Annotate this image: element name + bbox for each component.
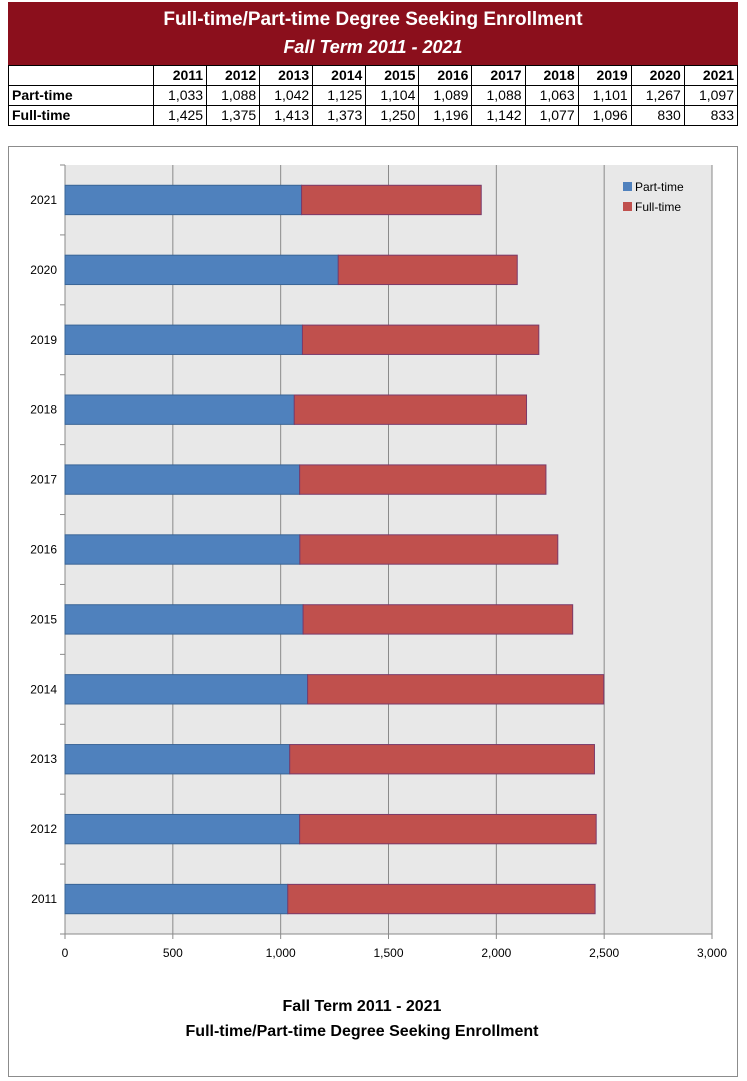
chart-frame: 2011 2012 2013 2014 2015 2016 2017 2018 2019 2020…: [8, 146, 738, 1077]
bar-full-time-2011: [287, 883, 596, 915]
table-cell: 1,125: [312, 85, 367, 106]
bar-full-time-2016: [299, 534, 559, 565]
y-tick-label: 2012: [30, 822, 57, 836]
report-header: Full-time/Part-time Degree Seeking Enrol…: [8, 2, 738, 65]
table-cell: 1,425: [152, 105, 208, 126]
table-row: Part-time 1,033 1,088 1,042 1,125 1,104 …: [8, 85, 739, 106]
y-tick-label: 2019: [30, 333, 57, 347]
table-cell: 1,097: [683, 85, 739, 106]
legend-swatch: [623, 182, 632, 191]
y-tick-label: 2013: [30, 752, 57, 766]
bar-part-time-2012: [64, 813, 301, 845]
bar-full-time-2019: [301, 324, 540, 355]
table-header-cell: 2017: [471, 65, 526, 86]
table-cell: 1,088: [206, 85, 261, 106]
table-cell: 1,104: [365, 85, 420, 106]
table-header-cell: 2016: [418, 65, 473, 86]
table-cell: 1,077: [524, 105, 579, 126]
table-cell: 1,033: [152, 85, 208, 106]
y-tick-label: 2011: [31, 892, 57, 906]
table-cell: 1,413: [259, 105, 314, 126]
table-header-cell: 2020: [630, 65, 685, 86]
table-cell: 1,250: [365, 105, 420, 126]
y-tick-label: 2015: [30, 612, 57, 626]
bar-full-time-2012: [299, 813, 597, 845]
table-cell: 1,089: [418, 85, 473, 106]
table-cell: 830: [630, 105, 685, 126]
x-tick-label: 2,000: [481, 946, 511, 960]
x-tick-label: 2,500: [589, 946, 619, 960]
enrollment-bar-chart: 2011 2012 2013 2014 2015 2016 2017 2018 2019 2020…: [30, 164, 727, 1040]
bar-part-time-2014: [64, 674, 309, 705]
table-cell: 833: [683, 105, 739, 126]
bar-full-time-2014: [307, 674, 605, 705]
table-cell: 1,373: [312, 105, 367, 126]
legend-swatch: [623, 202, 632, 211]
bar-part-time-2015: [64, 604, 304, 635]
bar-full-time-2020: [337, 254, 518, 286]
bar-part-time-2016: [64, 534, 301, 565]
y-tick-label: 2018: [30, 403, 57, 417]
bar-full-time-2017: [299, 464, 547, 495]
table-corner-cell: [8, 65, 154, 86]
table-cell: 1,196: [418, 105, 473, 126]
table-header-cell: 2015: [365, 65, 420, 86]
table-row: Full-time 1,425 1,375 1,413 1,373 1,250 …: [8, 105, 739, 126]
bar-part-time-2019: [64, 324, 303, 355]
bar-full-time-2015: [302, 604, 574, 635]
table-cell: 1,063: [524, 85, 579, 106]
table-cell: 1,042: [259, 85, 314, 106]
bar-full-time-2013: [289, 744, 595, 775]
row-label-full-time: Full-time: [8, 105, 154, 126]
table-header-cell: 2014: [312, 65, 367, 86]
table-cell: 1,375: [206, 105, 261, 126]
x-tick-label: 3,000: [697, 946, 727, 960]
y-tick-label: 2014: [30, 682, 57, 696]
table-header-cell: 2019: [577, 65, 632, 86]
table-header-cell: 2011: [152, 65, 208, 86]
x-tick-label: 1,000: [266, 946, 296, 960]
report-title: Full-time/Part-time Degree Seeking Enrol…: [163, 9, 583, 30]
y-tick-label: 2016: [30, 543, 57, 557]
table-cell: 1,096: [577, 105, 632, 126]
table-header-cell: 2012: [206, 65, 261, 86]
chart-title-line2: Full-time/Part-time Degree Seeking Enrol…: [186, 1023, 540, 1040]
x-tick-label: 500: [163, 946, 183, 960]
bar-part-time-2018: [64, 394, 295, 425]
table-cell: 1,267: [630, 85, 685, 106]
table-header-cell: 2018: [524, 65, 579, 86]
bar-part-time-2013: [64, 744, 291, 775]
enrollment-table: 2011 2012 2013 2014 2015 2016 2017 2018 …: [8, 65, 739, 126]
y-tick-label: 2017: [30, 473, 57, 487]
table-header-cell: 2013: [259, 65, 314, 86]
y-tick-label: 2021: [30, 193, 57, 207]
y-tick-label: 2020: [30, 263, 57, 277]
legend-label: Full-time: [635, 200, 681, 214]
legend-label: Part-time: [635, 180, 684, 194]
bar-full-time-2018: [293, 394, 528, 425]
table-cell: 1,101: [577, 85, 632, 106]
x-tick-label: 0: [62, 946, 69, 960]
chart-title-line1: Fall Term 2011 - 2021: [283, 998, 442, 1015]
bar-full-time-2021: [301, 184, 482, 216]
x-tick-label: 1,500: [373, 946, 403, 960]
row-label-part-time: Part-time: [8, 85, 154, 106]
bar-part-time-2021: [64, 184, 303, 216]
bar-part-time-2017: [64, 464, 301, 495]
table-header-row: 2011 2012 2013 2014 2015 2016 2017 2018 …: [8, 65, 739, 86]
bar-part-time-2011: [64, 883, 289, 915]
report-subtitle: Fall Term 2011 - 2021: [283, 37, 463, 57]
table-header-cell: 2021: [683, 65, 739, 86]
bar-part-time-2020: [64, 254, 339, 286]
table-cell: 1,088: [471, 85, 526, 106]
table-cell: 1,142: [471, 105, 526, 126]
